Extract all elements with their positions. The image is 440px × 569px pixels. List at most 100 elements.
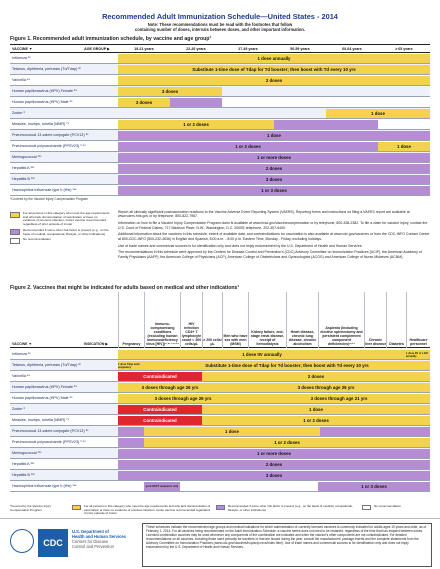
table-row: Tetanus, diphtheria, pertussis (Td/Tdap)… [10, 360, 430, 371]
vaccine-name: Haemophilus influenzae type b (Hib) ¹⁴* [12, 484, 77, 488]
indication-col: Asplenia (including elective splenectomy… [318, 292, 364, 348]
figure1-legend: For all persons in this category who mee… [10, 211, 110, 246]
schedule-bar: Substitute 1-time dose of Tdap for Td bo… [118, 65, 430, 74]
vaccine-name: Influenza ²* [12, 352, 31, 356]
table-row: Influenza ²* 1 dose IIV annually 1 dose … [10, 349, 430, 360]
footer: CDC U.S. Department of Health and Human … [0, 518, 440, 569]
legend-swatch-yellow [72, 505, 81, 510]
indication-col: ≥ 200 cells/μL [202, 292, 222, 348]
schedule-bar: 3 doses [118, 471, 430, 480]
table-row: Pneumococcal polysaccharide (PPSV23) ⁹·¹… [10, 437, 430, 448]
info-text: Report all clinically significant postva… [118, 210, 430, 262]
figure1-table: VACCINE ▼ AGE GROUP ▶ 19-21 years 22-26 … [10, 44, 430, 202]
indication-label: INDICATION ▶ [84, 342, 108, 346]
figure1-header: VACCINE ▼ AGE GROUP ▶ 19-21 years 22-26 … [10, 44, 430, 53]
schedule-bar: 1 or 2 doses [144, 438, 430, 447]
schedule-bar: 1 or 2 doses [118, 120, 274, 129]
schedule-bar: 3 doses through age 26 yrs [118, 394, 248, 403]
table-row: Haemophilus influenzae type b (Hib) ¹⁴* … [10, 185, 430, 196]
table-row: Measles, mumps, rubella (MMR) ⁷* Contrai… [10, 415, 430, 426]
schedule-bar: 2 doses [118, 164, 430, 173]
vaccine-name: Pneumococcal polysaccharide (PPSV23) ⁹·¹… [12, 440, 86, 444]
vaccine-name: Zoster ⁶ [12, 407, 25, 411]
schedule-bar: 1 dose [144, 427, 320, 436]
schedule-bar: 1 dose [118, 131, 430, 140]
table-row: Influenza ²* 1 dose annually [10, 53, 430, 64]
table-row: Hepatitis A ¹²* 2 doses [10, 163, 430, 174]
legend-swatch-white [10, 238, 20, 245]
table-row: Zoster ⁶ 1 dose [10, 108, 430, 119]
schedule-bar-risk [320, 427, 430, 436]
indication-col: Healthcare personnel [406, 292, 430, 348]
table-row: Hepatitis B ¹³* 3 doses [10, 470, 430, 481]
figure1-footnote: *Covered by the Vaccine Injury Compensat… [10, 197, 89, 201]
indication-col: Diabetes [386, 292, 406, 348]
vaccine-name: Zoster ⁶ [12, 111, 25, 115]
table-row: Meningococcal ¹¹* 1 or more doses [10, 152, 430, 163]
indication-col: Kidney failure, end-stage renal disease,… [248, 292, 286, 348]
legend-item: Recommended if some other risk factor is… [216, 504, 356, 512]
table-row: Varicella ⁴* Contraindicated 2 doses [10, 371, 430, 382]
vaccine-name: Measles, mumps, rubella (MMR) ⁷* [12, 418, 70, 422]
schedule-bar-risk [274, 120, 378, 129]
vaccine-name: Varicella ⁴* [12, 78, 30, 82]
schedule-bar: 3 doses through age 26 yrs [118, 383, 222, 392]
indication-col: Pregnancy [118, 292, 144, 348]
vaccine-column-label: VACCINE ▼ [12, 342, 32, 346]
vaccine-name: Varicella ⁴* [12, 374, 30, 378]
vaccine-name: Human papillomavirus (HPV) Male ⁵* [12, 100, 73, 104]
indication-col: Men who have sex with men (MSM) [222, 292, 248, 348]
vaccine-name: Measles, mumps, rubella (MMR) ⁷* [12, 122, 70, 126]
legend-swatch-purple [10, 228, 20, 235]
schedule-bar: 1 or more doses [118, 449, 430, 458]
table-row: Hepatitis A ¹²* 2 doses [10, 459, 430, 470]
schedule-bar: post-HSCT recipients only [144, 482, 180, 491]
table-row: Pneumococcal 13-valent conjugate (PCV13)… [10, 426, 430, 437]
page-title: Recommended Adult Immunization Schedule—… [102, 12, 338, 21]
info-paragraph: Additional information about the vaccine… [118, 232, 430, 241]
vaccine-column-label: VACCINE ▼ [12, 46, 33, 51]
schedule-bar: 3 doses [118, 87, 222, 96]
legend-swatch-purple [216, 505, 225, 510]
info-paragraph: Use of trade names and commercial source… [118, 243, 363, 248]
legend-item: For all persons in this category who mee… [10, 211, 110, 227]
schedule-bar: 1 dose annually [118, 54, 430, 63]
schedule-bar: 3 doses through age 21 yrs [248, 394, 430, 403]
vaccine-name: Human papillomavirus (HPV) Female ⁵* [12, 385, 77, 389]
vaccine-name: Pneumococcal 13-valent conjugate (PCV13)… [12, 133, 89, 137]
age-col-3: 50-59 years [290, 46, 310, 51]
vaccine-name: Human papillomavirus (HPV) Female ⁵* [12, 89, 77, 93]
table-row: Human papillomavirus (HPV) Female ⁵* 3 d… [10, 382, 430, 393]
figure2-table: VACCINE ▼ INDICATION ▶ Pregnancy Immuno-… [10, 292, 430, 504]
info-paragraph: The recommendations in this schedule wer… [118, 250, 422, 259]
table-row: Human papillomavirus (HPV) Male ⁵* 3 dos… [10, 97, 430, 108]
age-col-1: 22-26 years [186, 46, 206, 51]
info-paragraph: Report all clinically significant postva… [118, 210, 410, 219]
table-row: Pneumococcal 13-valent conjugate (PCV13)… [10, 130, 430, 141]
schedule-bar: 2 doses [202, 372, 430, 381]
table-row: Zoster ⁶ Contraindicated 1 dose [10, 404, 430, 415]
vaccine-name: Pneumococcal 13-valent conjugate (PCV13)… [12, 429, 89, 433]
table-row: Haemophilus influenzae type b (Hib) ¹⁴* … [10, 481, 430, 492]
contraindicated-bar: Contraindicated [118, 372, 202, 381]
schedule-bar-risk [170, 98, 222, 107]
footer-org: U.S. Department of Health and Human Serv… [72, 529, 126, 549]
legend-item: No recommendation [362, 504, 432, 510]
legend-swatch-yellow [10, 212, 20, 218]
vaccine-name: Hepatitis A ¹²* [12, 166, 35, 170]
contraindicated-bar: Contraindicated [118, 405, 202, 414]
table-row: Measles, mumps, rubella (MMR) ⁷* 1 or 2 … [10, 119, 430, 130]
contraindicated-bar: Contraindicated [118, 416, 202, 425]
vaccine-name: Human papillomavirus (HPV) Male ⁵* [12, 396, 73, 400]
table-row: Tetanus, diphtheria, pertussis (Td/Tdap)… [10, 64, 430, 75]
age-group-label: AGE GROUP ▶ [84, 46, 110, 51]
vaccine-name: Meningococcal ¹¹* [12, 451, 42, 455]
cdc-logo-icon: CDC [38, 529, 68, 557]
schedule-bar: 3 doses [118, 175, 430, 184]
schedule-bar-risk [118, 427, 144, 436]
table-row: Human papillomavirus (HPV) Male ⁵* 3 dos… [10, 393, 430, 404]
indication-col: Heart disease, chronic lung disease, chr… [286, 292, 318, 348]
table-row: Human papillomavirus (HPV) Female ⁵* 3 d… [10, 86, 430, 97]
schedule-bar: 3 doses through age 26 yrs [222, 383, 430, 392]
schedule-bar: 1 dose Tdap each pregnancy [118, 361, 144, 370]
